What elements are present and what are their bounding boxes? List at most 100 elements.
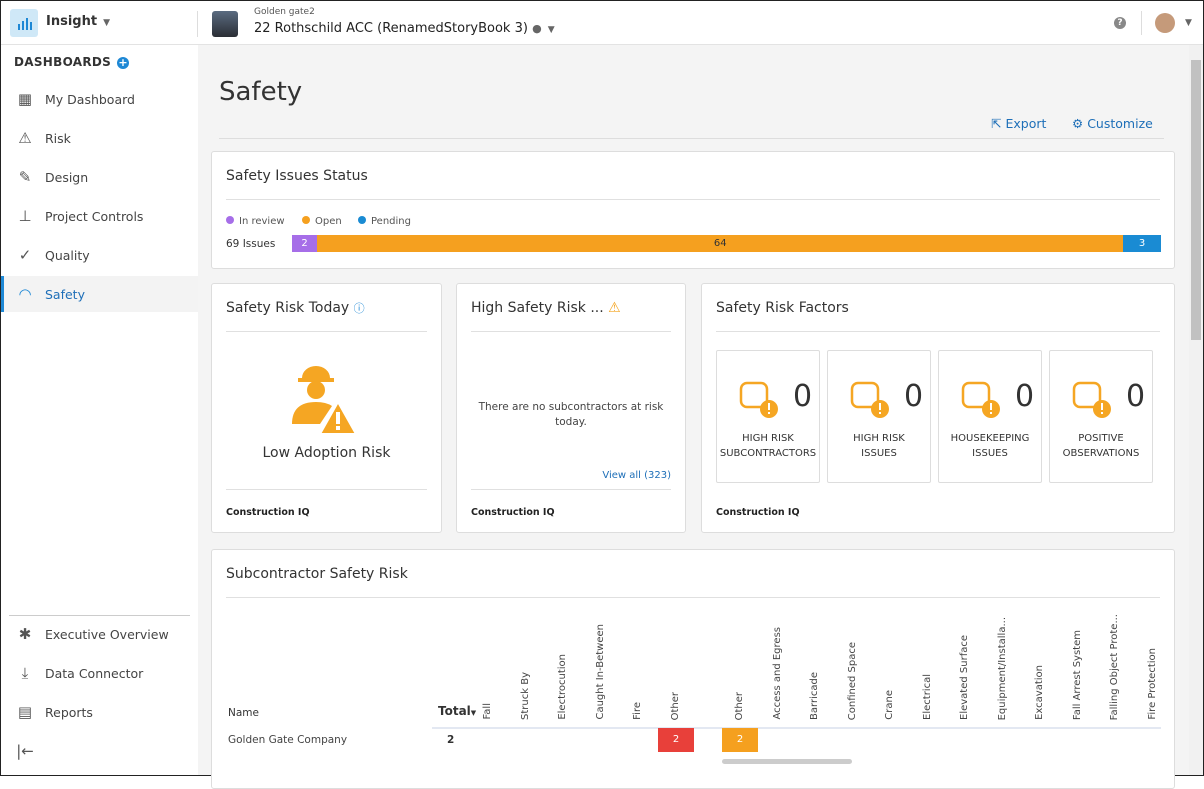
view-all-link[interactable]: View all (323) (602, 470, 671, 481)
grid-icon: ▦ (17, 90, 33, 108)
lightning-warning-icon (850, 381, 889, 418)
card-title: Safety Issues Status (226, 168, 368, 184)
info-icon[interactable]: ⓘ (353, 302, 365, 315)
label: Data Connector (45, 665, 144, 681)
sidebar-item-data-connector[interactable]: ⤓ Data Connector (1, 655, 198, 691)
edit-icon: ✎ (18, 168, 32, 186)
factor-label: HIGH RISK SUBCONTRACTORS (719, 433, 817, 459)
download-icon: ⤓ (21, 664, 29, 682)
column-header[interactable]: Struck By (519, 672, 531, 720)
safety-risk-today-card: Safety Risk Today ⓘ Low Adoption Risk Co… (211, 283, 442, 533)
risk-factor-tile[interactable]: 0 HIGH RISK ISSUES (827, 350, 931, 483)
vertical-scrollbar[interactable] (1189, 45, 1203, 775)
sidebar-item-project-controls[interactable]: ⊥ Project Controls (1, 198, 198, 234)
export-button[interactable]: ⇱ Export (991, 116, 1046, 131)
help-icon[interactable]: ? (1114, 17, 1126, 29)
sidebar-item-quality[interactable]: ✓ Quality (1, 237, 198, 273)
column-header[interactable]: Other (669, 691, 681, 720)
safety-issues-status-card: Safety Issues Status In review Open Pend… (211, 151, 1175, 269)
gear-icon: ⚙ (1072, 116, 1084, 131)
label: Reports (45, 704, 93, 720)
dashboards-heading: DASHBOARDS + (14, 55, 130, 69)
page-title: Safety (219, 77, 303, 107)
label: My Dashboard (45, 91, 135, 107)
column-header[interactable]: Fall Arrest System (1071, 629, 1083, 720)
column-header[interactable]: Other (734, 691, 745, 720)
column-header[interactable]: Barricade (809, 672, 820, 720)
hardhat-icon: ◠ (18, 285, 32, 303)
empty-message: There are no subcontractors at risk toda… (478, 401, 664, 428)
add-dashboard-icon[interactable]: + (117, 56, 130, 69)
label: Export (1005, 116, 1047, 131)
sidebar-item-design[interactable]: ✎ Design (1, 159, 198, 195)
chevron-down-icon: ▼ (547, 25, 555, 35)
risk-factor-tile[interactable]: 0 POSITIVE OBSERVATIONS (1049, 350, 1153, 483)
column-header[interactable]: Caught In-Between (594, 624, 606, 720)
factor-label: POSITIVE OBSERVATIONS (1062, 433, 1140, 459)
label: Executive Overview (45, 626, 169, 642)
project-account: Golden gate2 (254, 7, 315, 17)
column-header[interactable]: Electrical (921, 674, 933, 720)
factor-value: 0 (1126, 379, 1146, 414)
sidebar-item-reports[interactable]: ▤ Reports (1, 694, 198, 730)
warning-icon: ⚠ (608, 300, 621, 316)
project-selector[interactable]: 22 Rothschild ACC (RenamedStoryBook 3) ●… (254, 21, 555, 36)
name-column-header[interactable]: Name (228, 707, 259, 719)
top-bar: Insight ▼ Golden gate2 22 Rothschild ACC … (1, 1, 1203, 45)
status-segment[interactable]: 3 (1123, 235, 1161, 252)
cell-other-red[interactable]: 2 (658, 728, 694, 752)
project-thumbnail (212, 11, 238, 37)
column-header[interactable]: Fire (632, 702, 643, 720)
column-header[interactable]: Crane (884, 690, 895, 720)
column-header[interactable]: Access and Egress (771, 627, 783, 720)
chevron-down-icon[interactable]: ▼ (1185, 18, 1192, 28)
column-header[interactable]: Excavation (1034, 665, 1045, 720)
status-segment[interactable]: 64 (317, 235, 1124, 252)
row-total: 2 (447, 734, 455, 746)
label: Customize (1087, 116, 1153, 131)
customize-button[interactable]: ⚙ Customize (1072, 116, 1153, 131)
app-switcher[interactable]: Insight ▼ (46, 14, 110, 29)
issues-count: 69 Issues (226, 238, 276, 250)
cell-other-orange[interactable]: 2 (722, 728, 758, 752)
export-icon: ⇱ (991, 116, 1002, 131)
risk-factor-tile[interactable]: 0 HIGH RISK SUBCONTRACTORS (716, 350, 820, 483)
cart-warning-icon (961, 381, 1000, 418)
card-footer: Construction IQ (471, 507, 555, 518)
risk-factor-tile[interactable]: 0 HOUSEKEEPING ISSUES (938, 350, 1042, 483)
sidebar-item-safety[interactable]: ◠ Safety (1, 276, 198, 312)
status-segment[interactable]: 2 (292, 235, 318, 252)
project-name: 22 Rothschild ACC (RenamedStoryBook 3) (254, 21, 528, 36)
sidebar-item-my-dashboard[interactable]: ▦ My Dashboard (1, 81, 198, 117)
insight-logo-icon[interactable] (10, 9, 38, 37)
column-header[interactable]: Electrocution (557, 654, 568, 720)
label: Risk (45, 130, 71, 146)
card-title: Safety Risk Today (226, 300, 350, 316)
network-icon: ✱ (18, 625, 32, 643)
factor-label: HOUSEKEEPING ISSUES (950, 433, 1030, 459)
legend-open: Open (302, 216, 342, 227)
hierarchy-icon: ⊥ (18, 207, 32, 225)
column-header[interactable]: Elevated Surface (959, 635, 970, 720)
subcontractor-safety-risk-card: Subcontractor Safety Risk Name Total▼ Fa… (211, 549, 1175, 789)
label: Quality (45, 247, 90, 263)
sidebar-item-risk[interactable]: ⚠ Risk (1, 120, 198, 156)
eye-thumb-icon (1072, 381, 1111, 418)
avatar[interactable] (1155, 13, 1175, 33)
horizontal-scrollbar[interactable] (722, 759, 852, 764)
label: Project Controls (45, 208, 144, 224)
legend-in-review: In review (226, 216, 285, 227)
column-header[interactable]: Falling Object Prote... (1109, 613, 1120, 720)
status-bar[interactable]: 2 64 3 (292, 235, 1161, 252)
column-header[interactable]: Equipment/Installa... (996, 616, 1008, 720)
label: Safety (45, 286, 85, 302)
collapse-sidebar-button[interactable]: |← (1, 733, 198, 769)
card-title: Safety Risk Factors (716, 300, 849, 316)
column-header[interactable]: Fall (482, 703, 493, 720)
app-name: Insight (46, 14, 98, 29)
column-header[interactable]: Confined Space (846, 641, 858, 720)
chevron-down-icon: ▼ (103, 18, 110, 28)
total-column-header[interactable]: Total▼ (438, 704, 477, 718)
sidebar-item-executive-overview[interactable]: ✱ Executive Overview (1, 616, 198, 652)
column-header[interactable]: Fire Protection (1146, 648, 1158, 720)
